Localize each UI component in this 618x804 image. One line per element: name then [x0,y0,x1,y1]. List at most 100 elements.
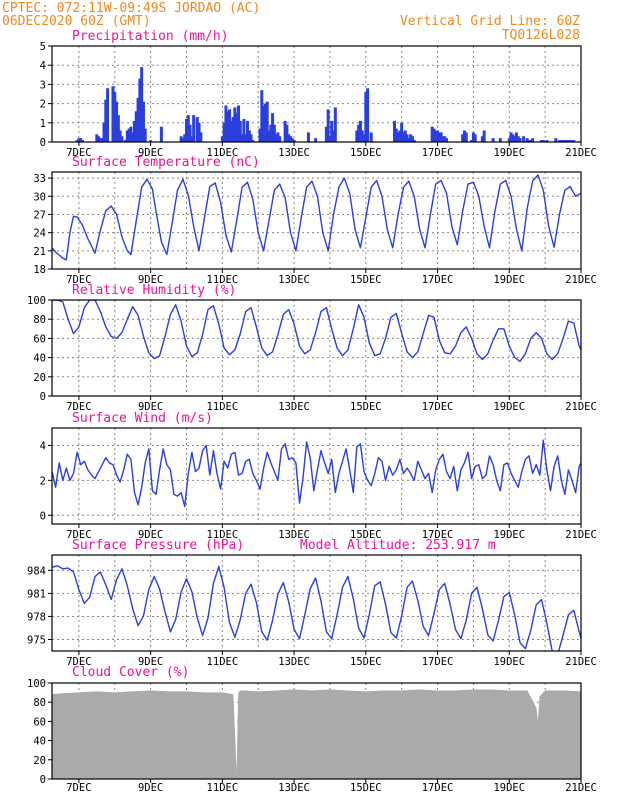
x-tick-label: 15DEC [350,401,382,413]
x-tick-label: 19DEC [493,656,525,668]
precip-bar [79,138,83,142]
y-tick-label: 2 [40,99,46,111]
precip-bar [498,138,502,142]
y-tick-label: 18 [33,264,46,276]
precip-bar [106,88,110,142]
frame-cloud-cover [51,682,582,780]
x-tick-label: 19DEC [493,401,525,413]
precip-bar [409,134,413,142]
precip-bar [80,140,84,142]
precip-bar [464,132,468,142]
precip-bar [511,134,515,142]
y-tick-label: 3 [40,79,46,91]
precip-bar [400,122,404,142]
precip-bar [186,115,190,142]
x-tick-label: 11DEC [207,656,239,668]
title-cloud-cover: Cloud Cover (%) [72,665,189,680]
precip-bar [247,130,251,142]
precip-bar [369,132,373,142]
x-tick-label: 13DEC [278,782,310,794]
precip-bar [131,132,135,142]
precip-bar [357,124,361,142]
precip-bar [324,126,328,142]
y-tick-label: 21 [33,246,46,258]
x-tick-label: 13DEC [278,147,310,159]
panel-cloud-cover: Cloud Cover (%) 0 20 40 60 80 100 7DEC 9DEC 11DEC… [27,665,597,794]
precip-bar [245,120,249,142]
precip-bar [97,136,101,142]
x-tick-label: 21DEC [565,401,597,413]
precip-bar [529,140,533,142]
precip-bar [393,120,397,142]
precip-bar [265,101,269,142]
precip-bar [527,140,531,142]
precip-bar [522,136,526,142]
precip-bar [362,134,366,142]
y-tick-label: 30 [33,191,46,203]
precip-bar [557,140,561,142]
precip-bar [276,132,280,142]
x-tick-label: 19DEC [493,782,525,794]
precip-bar [401,132,405,142]
y-tick-label: 27 [33,209,46,221]
precip-bar [565,140,569,142]
y-tick-label: 33 [33,173,46,185]
precip-bar [434,130,438,142]
title-surface-pressure-hpa: Surface Pressure (hPa) [72,538,244,553]
precip-bar [473,134,477,142]
y-tick-label: 60 [33,716,46,728]
y-tick-label: 100 [27,678,46,690]
title-precipitation-mm-h: Precipitation (mm/h) [72,29,229,44]
y-tick-label: 20 [33,755,46,767]
precip-bar [251,140,255,142]
precip-bar [179,136,183,142]
precip-bar [184,118,188,142]
precip-bar [269,124,273,142]
precip-bar [235,113,239,142]
precip-bar [358,120,362,142]
header-station: CPTEC: 072:11W-09:49S JORDAO (AC) [2,1,260,16]
precip-bar [236,105,240,142]
x-tick-label: 13DEC [278,529,310,541]
precip-bar [437,132,441,142]
precip-bar [563,140,567,142]
x-tick-label: 9DEC [138,147,163,159]
x-tick-label: 17DEC [422,782,454,794]
precip-bar [98,138,102,142]
y-tick-label: 4 [40,440,46,452]
precip-bar [566,140,570,142]
precip-bar [192,115,196,142]
precip-bar [332,130,336,142]
x-tick-label: 9DEC [138,782,163,794]
y-tick-label: 100 [27,295,46,307]
precip-bar [120,136,124,142]
y-tick-label: 40 [33,736,46,748]
precip-bar [443,136,447,142]
precip-bar [199,132,203,142]
data-surface-wind-m-s [52,439,581,508]
precip-bar [258,128,262,142]
precip-bar [462,130,466,142]
precip-bar [330,120,334,142]
precip-bar [181,138,185,142]
precip-bar [228,109,232,142]
y-tick-label: 2 [40,475,46,487]
header-date: 06DEC2020 60Z (GMT) [2,14,151,29]
x-tick-label: 7DEC [66,147,91,159]
x-tick-label: 17DEC [422,401,454,413]
precip-bar [403,130,407,142]
precip-bar [127,128,131,142]
x-tick-label: 9DEC [138,401,163,413]
precip-bar [138,78,142,142]
precip-bar [471,132,475,142]
precip-bar [102,122,106,142]
precip-bar [585,73,588,142]
precip-bar [559,140,563,142]
precip-bar [525,138,529,142]
precip-bar [290,138,294,142]
x-tick-label: 9DEC [138,656,163,668]
precip-bar [100,138,104,142]
precip-bar [314,138,318,142]
precip-bar [540,140,544,142]
precip-bar [267,130,271,142]
